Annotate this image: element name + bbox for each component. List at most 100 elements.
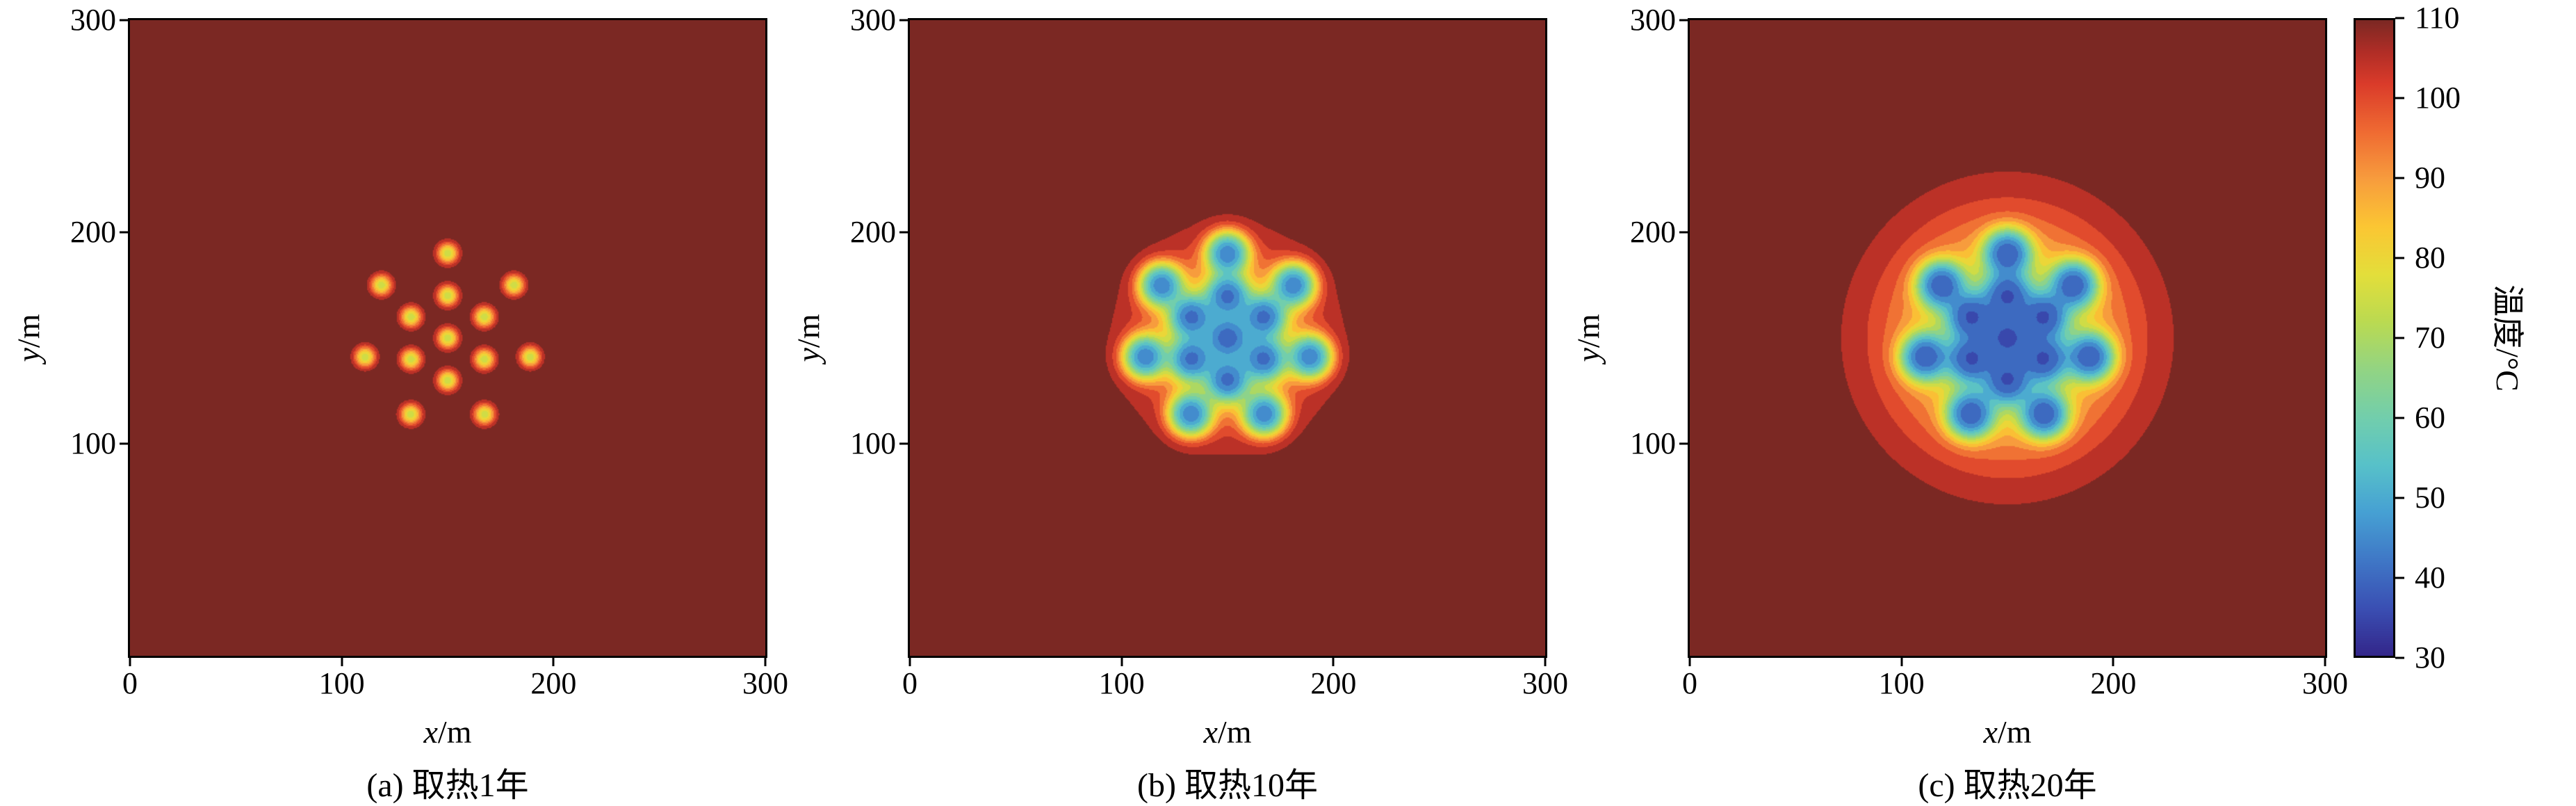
colorbar-tick-label: 60 bbox=[2415, 401, 2445, 435]
y-tick-mark bbox=[899, 19, 910, 22]
colorbar-tick-label: 30 bbox=[2415, 640, 2445, 675]
x-axis-unit: /m bbox=[1997, 714, 2032, 750]
heatmap-canvas-c bbox=[1690, 20, 2325, 656]
x-tick-label: 0 bbox=[122, 666, 138, 700]
panel-c: y/m 0 100 200 300 100 200 300 x/m (c) 取热20年 bbox=[1565, 5, 2349, 806]
x-tick-label: 300 bbox=[742, 666, 788, 700]
colorbar-tick-label: 50 bbox=[2415, 481, 2445, 515]
x-tick-label: 200 bbox=[1310, 666, 1357, 700]
plot-area-c: 0 100 200 300 100 200 300 bbox=[1630, 5, 2348, 699]
x-axis-title: x/m bbox=[1688, 714, 2327, 750]
colorbar-area: 温度/°C 110 100 90 80 70 60 50 40 30 bbox=[2354, 3, 2569, 673]
panel-c-caption: (c) 取热20年 bbox=[1918, 767, 2097, 804]
y-axis-unit: /m bbox=[1570, 314, 1606, 348]
colorbar-tick-label: 90 bbox=[2415, 161, 2445, 195]
x-axis-title: x/m bbox=[128, 714, 767, 750]
y-tick-label: 200 bbox=[70, 214, 116, 249]
x-tick-mark bbox=[764, 656, 767, 666]
heatmap-canvas-b bbox=[910, 20, 1545, 656]
panel-a-caption: (a) 取热1年 bbox=[366, 767, 529, 804]
x-tick-label: 200 bbox=[530, 666, 577, 700]
y-axis-var: y bbox=[790, 348, 826, 362]
colorbar-tick-mark bbox=[2395, 337, 2404, 339]
x-tick-mark bbox=[1544, 656, 1547, 666]
y-tick-mark bbox=[120, 442, 130, 445]
x-axis-title: x/m bbox=[908, 714, 1547, 750]
colorbar-tick-label: 40 bbox=[2415, 561, 2445, 595]
y-tick-mark bbox=[120, 19, 130, 22]
x-tick-mark bbox=[2324, 656, 2326, 666]
colorbar-label: 温度/°C bbox=[2490, 284, 2525, 392]
y-tick-mark bbox=[1679, 231, 1690, 234]
x-tick-mark bbox=[1900, 656, 1903, 666]
heatmap-canvas-a bbox=[130, 20, 765, 656]
x-axis-unit: /m bbox=[437, 714, 472, 750]
y-axis-var: y bbox=[1570, 348, 1606, 362]
x-tick-label: 300 bbox=[2302, 666, 2348, 700]
x-tick-mark bbox=[341, 656, 343, 666]
y-tick-mark bbox=[1679, 19, 1690, 22]
x-tick-label: 100 bbox=[318, 666, 365, 700]
panel-a-ylabel-col: y/m bbox=[6, 18, 51, 658]
x-tick-label: 100 bbox=[1098, 666, 1145, 700]
panel-b: y/m 0 100 200 300 100 200 300 x/m (b) 取热10年 bbox=[785, 5, 1569, 806]
colorbar-tick-mark bbox=[2395, 656, 2404, 659]
y-tick-label: 200 bbox=[1630, 214, 1676, 249]
panel-b-below: x/m (b) 取热10年 bbox=[908, 658, 1547, 806]
x-tick-label: 200 bbox=[2090, 666, 2137, 700]
colorbar-tick-label: 80 bbox=[2415, 241, 2445, 275]
panel-c-plot-row: y/m 0 100 200 300 100 200 300 bbox=[1565, 5, 2349, 699]
x-tick-mark bbox=[2112, 656, 2114, 666]
panel-c-ylabel-col: y/m bbox=[1565, 18, 1611, 658]
y-tick-label: 300 bbox=[850, 3, 896, 37]
panel-a-below: x/m (a) 取热1年 bbox=[128, 658, 767, 806]
y-axis-title: y/m bbox=[790, 314, 827, 362]
colorbar-tick-label: 110 bbox=[2415, 1, 2460, 35]
colorbar-tick-mark bbox=[2395, 17, 2404, 19]
x-tick-mark bbox=[1332, 656, 1335, 666]
colorbar-tick-mark bbox=[2395, 417, 2404, 419]
colorbar-tick-mark bbox=[2395, 577, 2404, 579]
x-tick-mark bbox=[908, 656, 911, 666]
x-tick-label: 0 bbox=[1682, 666, 1697, 700]
panel-b-plot-row: y/m 0 100 200 300 100 200 300 bbox=[785, 5, 1569, 699]
colorbar-tick-mark bbox=[2395, 97, 2404, 99]
y-tick-label: 300 bbox=[1630, 3, 1676, 37]
x-axis-var: x bbox=[1983, 714, 1998, 750]
y-axis-unit: /m bbox=[10, 314, 47, 348]
panel-a-plot-row: y/m 0 100 200 300 100 200 300 bbox=[6, 5, 789, 699]
x-tick-mark bbox=[129, 656, 131, 666]
colorbar-tick-mark bbox=[2395, 257, 2404, 259]
colorbar-tick-mark bbox=[2395, 177, 2404, 179]
y-tick-label: 200 bbox=[850, 214, 896, 249]
x-axis-unit: /m bbox=[1217, 714, 1252, 750]
panel-c-below: x/m (c) 取热20年 bbox=[1688, 658, 2327, 806]
plot-area-a: 0 100 200 300 100 200 300 bbox=[70, 5, 788, 699]
x-axis-var: x bbox=[1203, 714, 1218, 750]
x-tick-label: 0 bbox=[902, 666, 918, 700]
y-tick-mark bbox=[899, 442, 910, 445]
y-tick-mark bbox=[1679, 442, 1690, 445]
colorbar-tick-mark bbox=[2395, 497, 2404, 499]
y-axis-title: y/m bbox=[10, 314, 47, 362]
x-tick-mark bbox=[1120, 656, 1123, 666]
panel-b-caption: (b) 取热10年 bbox=[1137, 767, 1318, 804]
panel-a: y/m 0 100 200 300 100 200 300 x/m (a) 取热1年 bbox=[6, 5, 789, 806]
y-axis-var: y bbox=[10, 348, 47, 362]
plot-area-b: 0 100 200 300 100 200 300 bbox=[850, 5, 1568, 699]
x-tick-mark bbox=[1688, 656, 1691, 666]
y-tick-label: 100 bbox=[1630, 426, 1676, 461]
y-axis-title: y/m bbox=[1570, 314, 1607, 362]
colorbar-tick-label: 70 bbox=[2415, 321, 2445, 355]
y-tick-mark bbox=[120, 231, 130, 234]
x-axis-var: x bbox=[423, 714, 438, 750]
y-axis-unit: /m bbox=[790, 314, 826, 348]
x-tick-label: 100 bbox=[1878, 666, 1925, 700]
x-tick-mark bbox=[552, 656, 555, 666]
y-tick-label: 100 bbox=[850, 426, 896, 461]
x-tick-label: 300 bbox=[1522, 666, 1568, 700]
colorbar bbox=[2354, 18, 2395, 658]
y-tick-label: 300 bbox=[70, 3, 116, 37]
y-tick-mark bbox=[899, 231, 910, 234]
